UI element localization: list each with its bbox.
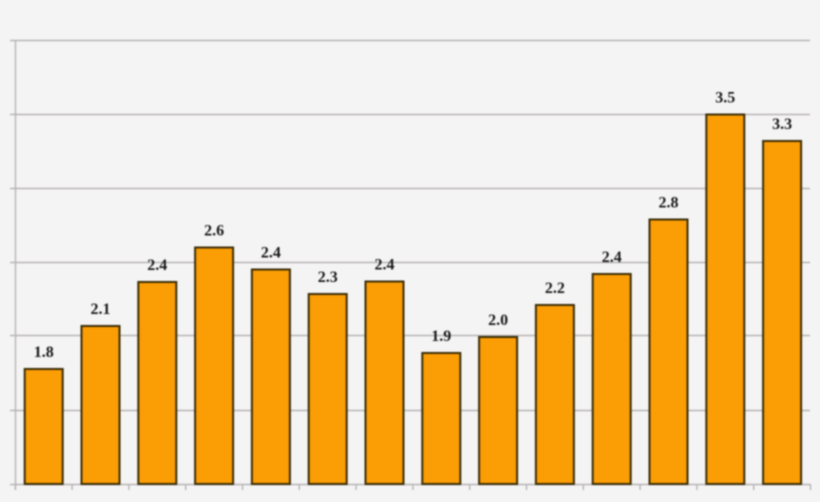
svg-text:3.3: 3.3 <box>772 116 792 133</box>
svg-text:2.2: 2.2 <box>545 280 565 297</box>
svg-text:2.3: 2.3 <box>318 269 338 286</box>
svg-text:1.8: 1.8 <box>34 344 54 361</box>
svg-text:2.4: 2.4 <box>261 245 281 262</box>
svg-text:2.8: 2.8 <box>659 195 679 212</box>
svg-text:3.5: 3.5 <box>715 90 735 107</box>
svg-text:2.4: 2.4 <box>147 257 167 274</box>
svg-text:2.4: 2.4 <box>602 249 622 266</box>
svg-text:2.6: 2.6 <box>204 223 224 240</box>
svg-text:1.9: 1.9 <box>431 328 451 345</box>
svg-text:2.1: 2.1 <box>91 301 111 318</box>
svg-text:2.0: 2.0 <box>488 312 508 329</box>
svg-text:2.4: 2.4 <box>375 257 395 274</box>
